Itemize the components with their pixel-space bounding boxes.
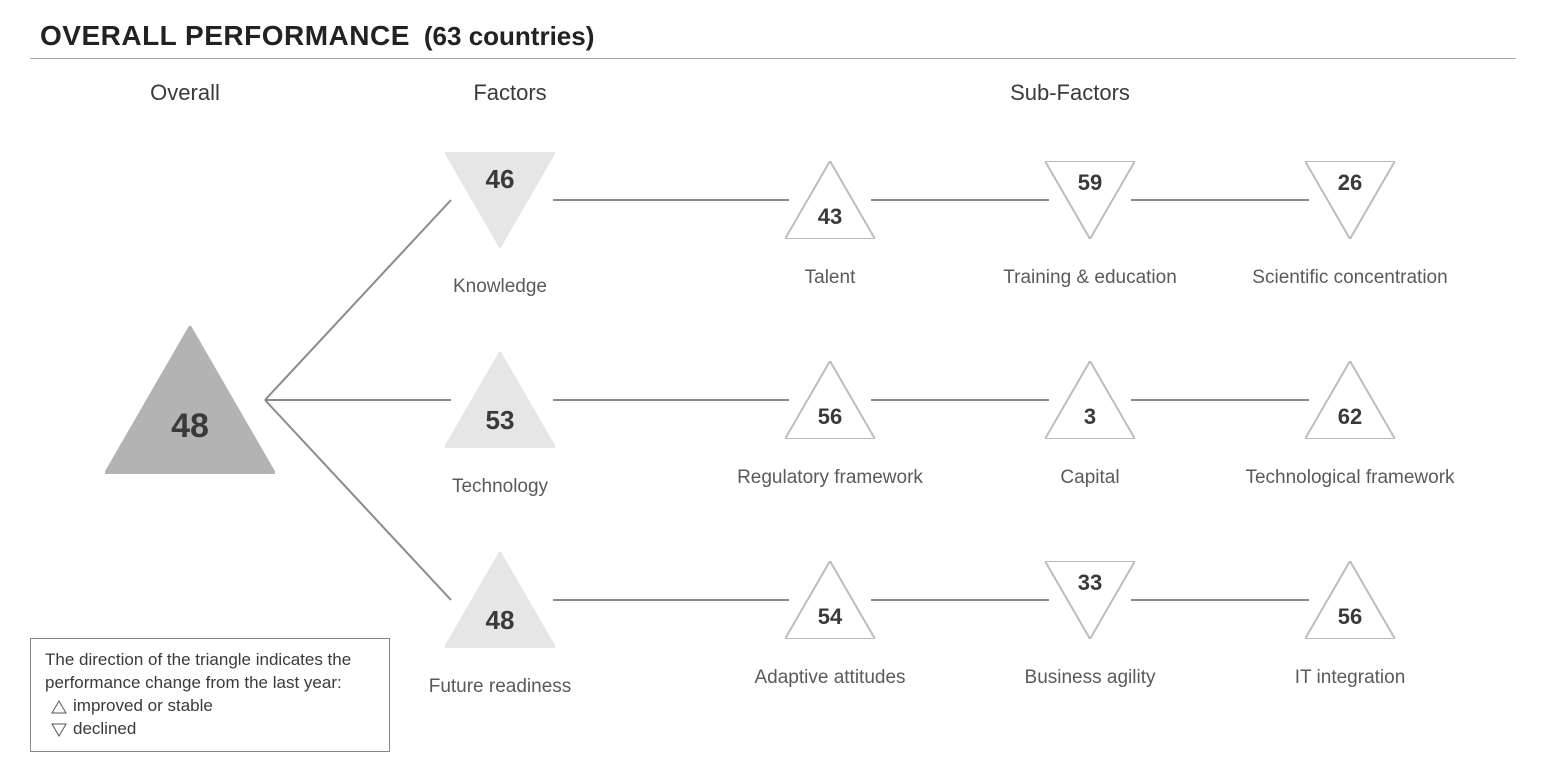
column-header-factors: Factors <box>460 80 560 106</box>
subfactor-value: 56 <box>1305 604 1395 630</box>
subfactor-label: Talent <box>805 267 856 289</box>
triangle-up-icon <box>105 326 275 473</box>
legend-intro: The direction of the triangle indicates … <box>45 649 375 695</box>
subfactor-value: 43 <box>785 204 875 230</box>
triangle-up-icon <box>51 699 67 715</box>
factor-label: Knowledge <box>453 276 547 298</box>
subfactor-label: Adaptive attitudes <box>754 667 905 689</box>
factor-value: 48 <box>445 605 555 636</box>
overall-value: 48 <box>105 407 275 446</box>
page-subtitle: (63 countries) <box>424 21 595 52</box>
factor-value: 46 <box>445 164 555 195</box>
legend-row-down: declined <box>51 718 375 741</box>
column-header-overall: Overall <box>135 80 235 106</box>
subfactor-value: 54 <box>785 604 875 630</box>
subfactor-label: Capital <box>1060 467 1119 489</box>
subfactor-label: Business agility <box>1025 667 1156 689</box>
factor-value: 53 <box>445 405 555 436</box>
subfactor-label: Technological framework <box>1245 467 1454 489</box>
column-header-subfactors: Sub-Factors <box>970 80 1170 106</box>
subfactor-value: 62 <box>1305 404 1395 430</box>
subfactor-label: Training & education <box>1003 267 1177 289</box>
subfactor-value: 56 <box>785 404 875 430</box>
triangle-down-icon <box>51 722 67 738</box>
page-title: OVERALL PERFORMANCE <box>40 20 410 52</box>
subfactor-value: 33 <box>1045 570 1135 596</box>
legend-down-label: declined <box>73 718 136 741</box>
subfactor-label: Scientific concentration <box>1252 267 1447 289</box>
page-title-row: OVERALL PERFORMANCE (63 countries) <box>40 20 1506 52</box>
subfactor-value: 59 <box>1045 170 1135 196</box>
factor-label: Future readiness <box>429 676 572 698</box>
title-divider <box>30 58 1516 59</box>
legend-row-up: improved or stable <box>51 695 375 718</box>
subfactor-label: Regulatory framework <box>737 467 923 489</box>
legend-up-label: improved or stable <box>73 695 213 718</box>
subfactor-label: IT integration <box>1295 667 1406 689</box>
subfactor-value: 26 <box>1305 170 1395 196</box>
factor-label: Technology <box>452 476 548 498</box>
legend-box: The direction of the triangle indicates … <box>30 638 390 752</box>
subfactor-value: 3 <box>1045 404 1135 430</box>
